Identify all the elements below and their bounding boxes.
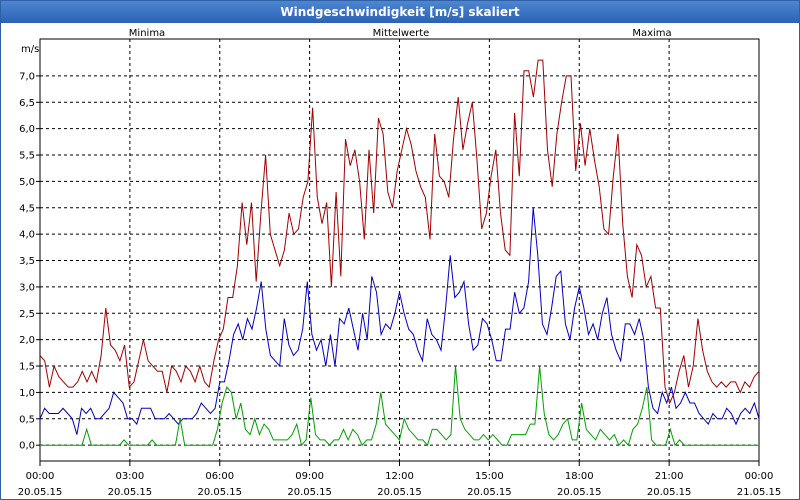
x-axis: 00:00 20.05.15 03:00 20.05.15 06:00 20.05.15 0… <box>18 461 782 498</box>
x-tick-time: 06:00 <box>205 471 234 482</box>
x-tick-date: 20.05.15 <box>377 487 422 498</box>
x-tick-time: 03:00 <box>115 471 144 482</box>
x-tick-date: 21.05.15 <box>737 487 782 498</box>
legend-maxima: Maxima <box>632 28 671 39</box>
grid-lines <box>40 39 759 461</box>
x-tick-time: 00:00 <box>745 471 774 482</box>
x-tick-date: 20.05.15 <box>18 487 63 498</box>
x-tick-time: 12:00 <box>385 471 414 482</box>
x-tick-time: 18:00 <box>565 471 594 482</box>
y-tick-label: 5,5 <box>19 151 35 162</box>
window-title: Windgeschwindigkeit [m/s] skaliert <box>1 1 799 23</box>
y-tick-label: 3,5 <box>19 256 35 267</box>
y-tick-label: 2,5 <box>19 309 35 320</box>
legend-minima: Minima <box>129 28 165 39</box>
y-tick-label: 6,0 <box>19 124 35 135</box>
x-tick-time: 15:00 <box>475 471 504 482</box>
series-line-maxima <box>39 59 760 405</box>
x-tick-time: 09:00 <box>295 471 324 482</box>
y-tick-label: 1,0 <box>19 388 35 399</box>
y-tick-label: 6,5 <box>19 98 35 109</box>
y-axis: 0,0 0,5 1,0 1,5 2,0 2,5 3,0 3,5 4,0 4,5 5,0 5,5 6,0 6… <box>19 71 40 452</box>
y-tick-label: 0,0 <box>19 441 35 452</box>
y-tick-label: 1,5 <box>19 362 35 373</box>
x-tick-date: 20.05.15 <box>108 487 153 498</box>
series-layer <box>39 59 760 447</box>
series-line-mean <box>39 207 760 435</box>
y-tick-label: 5,0 <box>19 177 35 188</box>
x-tick-date: 20.05.15 <box>557 487 602 498</box>
x-tick-date: 20.05.15 <box>197 487 242 498</box>
x-tick-time: 21:00 <box>655 471 684 482</box>
legend-mean: Mittelwerte <box>373 28 430 39</box>
y-tick-label: 0,5 <box>19 414 35 425</box>
y-axis-unit: m/s <box>21 44 39 55</box>
y-tick-label: 2,0 <box>19 335 35 346</box>
x-tick-date: 20.05.15 <box>287 487 332 498</box>
y-tick-label: 4,0 <box>19 230 35 241</box>
series-line-minima <box>40 366 759 447</box>
y-tick-label: 3,0 <box>19 282 35 293</box>
y-tick-label: 7,0 <box>19 71 35 82</box>
x-tick-date: 20.05.15 <box>467 487 512 498</box>
y-tick-label: 4,5 <box>19 203 35 214</box>
x-tick-date: 20.05.15 <box>647 487 692 498</box>
x-tick-time: 00:00 <box>26 471 55 482</box>
